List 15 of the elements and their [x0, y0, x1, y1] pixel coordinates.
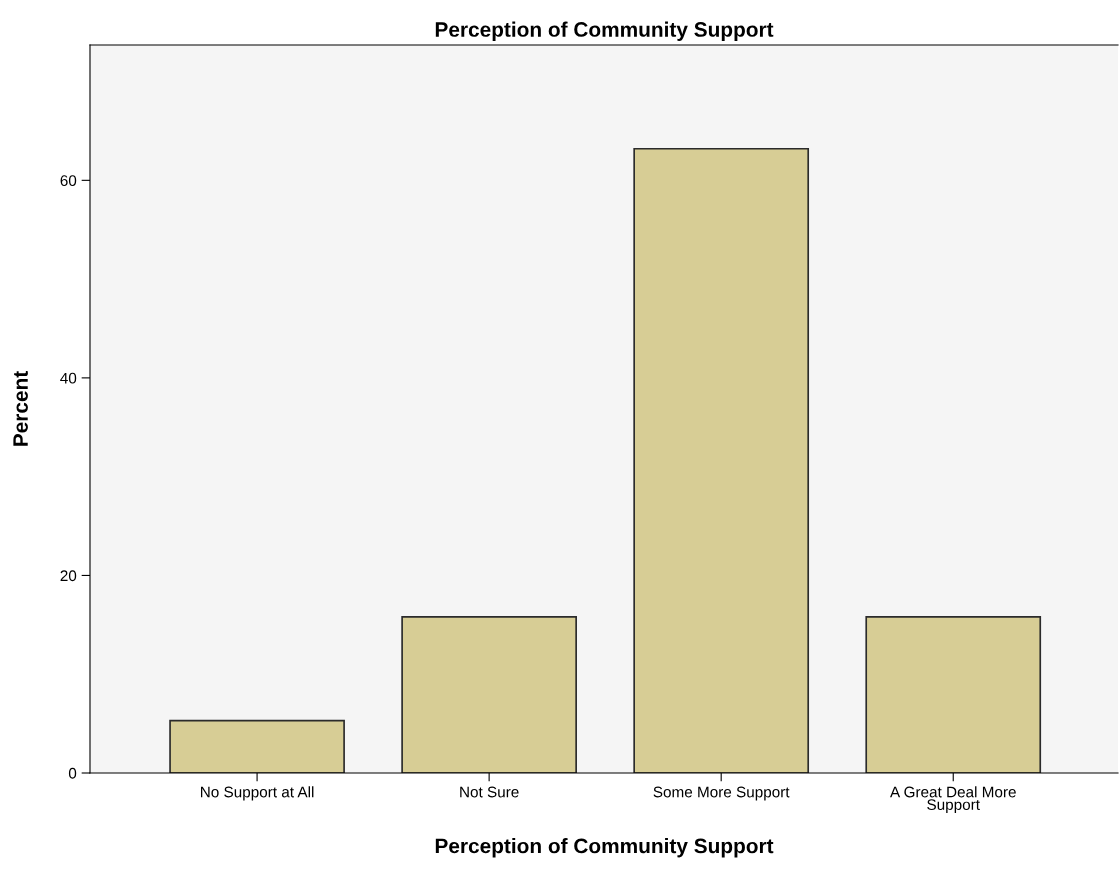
chart-title: Perception of Community Support	[435, 21, 774, 41]
y-tick-label: 40	[60, 372, 77, 384]
y-axis-title: Percent	[13, 371, 28, 446]
bar	[865, 616, 1042, 773]
y-tick-label: 20	[60, 570, 77, 582]
y-tick-label: 60	[60, 175, 77, 187]
x-tick-label: No Support at All	[201, 786, 314, 801]
bar	[633, 147, 810, 773]
bar	[169, 719, 345, 773]
x-axis-title: Perception of Community Support	[435, 838, 774, 858]
x-tick-label: Not Sure	[460, 786, 519, 798]
x-tick-label: Some More Support	[653, 786, 790, 801]
bar	[401, 616, 577, 773]
y-tick-label: 0	[68, 767, 77, 779]
x-tick-label: A Great Deal More Support	[890, 786, 1016, 814]
